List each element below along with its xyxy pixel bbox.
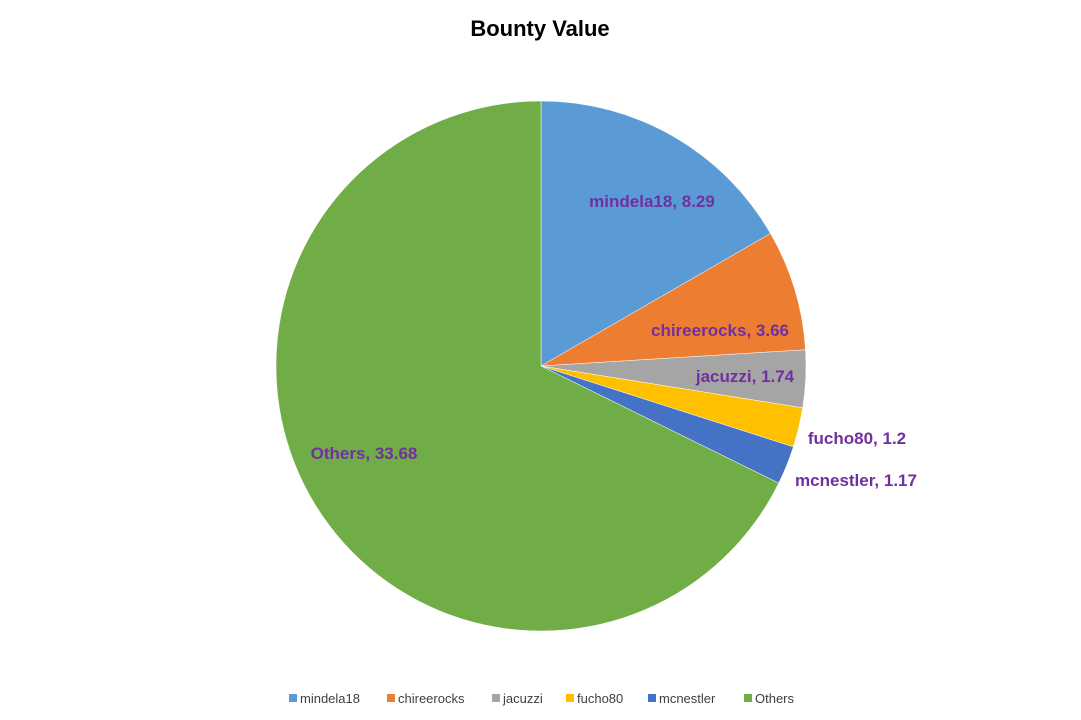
pie-slices <box>275 100 807 632</box>
legend-swatch-chireerocks <box>387 694 395 702</box>
legend-swatch-others <box>744 694 752 702</box>
legend-label-others: Others <box>755 691 795 706</box>
pie-slice-chireerocks <box>540 233 806 367</box>
data-label-others: Others, 33.68 <box>311 444 418 463</box>
legend-label-mindela18: mindela18 <box>300 691 360 706</box>
legend-swatch-jacuzzi <box>492 694 500 702</box>
legend-label-mcnestler: mcnestler <box>659 691 716 706</box>
pie-slice-others <box>275 100 780 632</box>
legend-swatch-mcnestler <box>648 694 656 702</box>
legend-swatch-mindela18 <box>289 694 297 702</box>
legend-label-fucho80: fucho80 <box>577 691 623 706</box>
data-label-mindela18: mindela18, 8.29 <box>589 192 715 211</box>
data-label-mcnestler: mcnestler, 1.17 <box>795 471 917 490</box>
data-labels: mindela18, 8.29 chireerocks, 3.66 jacuzzi,… <box>311 192 917 490</box>
pie-slice-mindela18 <box>540 100 771 367</box>
data-label-fucho80: fucho80, 1.2 <box>808 429 906 448</box>
chart-title: Bounty Value <box>470 16 609 41</box>
legend-swatch-fucho80 <box>566 694 574 702</box>
legend: mindela18 chireerocks jacuzzi fucho80 mcnest… <box>289 691 795 706</box>
data-label-chireerocks: chireerocks, 3.66 <box>651 321 789 340</box>
legend-label-jacuzzi: jacuzzi <box>502 691 543 706</box>
legend-label-chireerocks: chireerocks <box>398 691 465 706</box>
data-label-jacuzzi: jacuzzi, 1.74 <box>695 367 795 386</box>
